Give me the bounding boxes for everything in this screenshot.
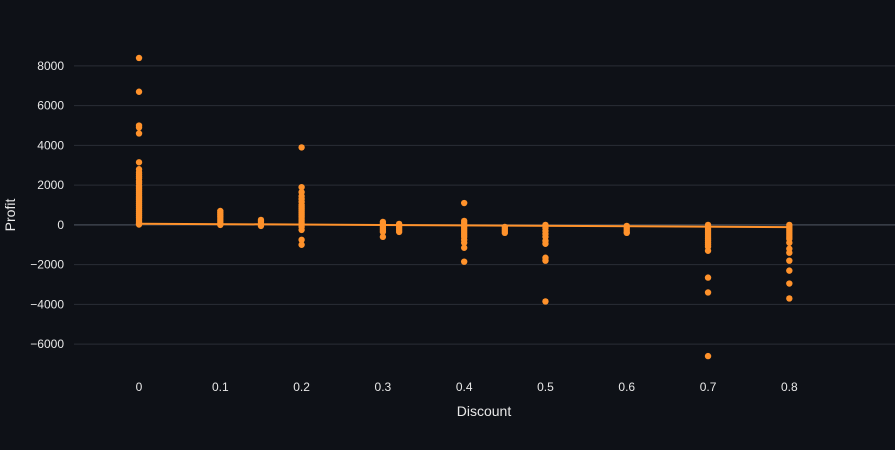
x-axis-title: Discount xyxy=(457,403,512,419)
x-tick-label: 0 xyxy=(136,380,143,394)
y-tick-label: 0 xyxy=(57,218,64,232)
data-point[interactable] xyxy=(542,257,549,264)
data-point[interactable] xyxy=(460,199,468,207)
data-point[interactable] xyxy=(135,88,143,95)
data-point[interactable] xyxy=(786,295,793,302)
data-point[interactable] xyxy=(786,280,793,287)
data-point[interactable] xyxy=(298,241,305,248)
data-point[interactable] xyxy=(217,221,224,229)
x-tick-label: 0.6 xyxy=(618,380,635,394)
x-tick-layer: 0 0.1 0.2 0.3 0.4 0.5 0.6 0.7 0.8 xyxy=(136,380,798,394)
y-tick-label: 2000 xyxy=(37,178,64,192)
data-point[interactable] xyxy=(298,144,305,151)
y-tick-layer: −6000 −4000 −2000 0 2000 4000 6000 8000 xyxy=(30,59,64,351)
data-point[interactable] xyxy=(704,352,712,360)
data-point[interactable] xyxy=(786,239,793,246)
y-tick-label: −4000 xyxy=(30,297,64,311)
data-point[interactable] xyxy=(460,258,468,265)
x-tick-label: 0.3 xyxy=(375,380,392,394)
x-tick-label: 0.5 xyxy=(537,380,554,394)
data-point[interactable] xyxy=(257,222,265,230)
y-axis-title: Profit xyxy=(2,199,18,232)
x-tick-label: 0.2 xyxy=(293,380,310,394)
data-point[interactable] xyxy=(786,249,793,256)
y-tick-label: 6000 xyxy=(37,99,64,113)
data-point[interactable] xyxy=(298,236,305,244)
x-tick-label: 0.4 xyxy=(456,380,473,394)
data-point[interactable] xyxy=(786,267,793,274)
data-point[interactable] xyxy=(704,274,712,281)
data-point[interactable] xyxy=(786,257,793,264)
data-point[interactable] xyxy=(298,226,305,234)
y-tick-label: 4000 xyxy=(37,138,64,152)
data-point[interactable] xyxy=(395,228,403,236)
y-tick-label: 8000 xyxy=(37,59,64,73)
data-point[interactable] xyxy=(135,54,143,62)
y-tick-label: −6000 xyxy=(30,337,64,351)
x-tick-label: 0.8 xyxy=(781,380,798,394)
data-point[interactable] xyxy=(542,240,549,247)
data-point[interactable] xyxy=(704,247,712,254)
grid-layer xyxy=(74,65,895,345)
data-point[interactable] xyxy=(542,298,549,305)
data-point[interactable] xyxy=(298,183,305,191)
data-point[interactable] xyxy=(135,221,143,228)
points-layer xyxy=(135,54,793,360)
data-point[interactable] xyxy=(379,228,387,236)
y-tick-label: −2000 xyxy=(30,258,64,272)
data-point[interactable] xyxy=(704,289,712,296)
data-point[interactable] xyxy=(623,229,630,237)
x-tick-label: 0.7 xyxy=(700,380,717,394)
data-point[interactable] xyxy=(501,229,509,237)
x-tick-label: 0.1 xyxy=(212,380,229,394)
data-point[interactable] xyxy=(379,233,387,241)
data-point[interactable] xyxy=(460,239,468,246)
data-point[interactable] xyxy=(135,159,143,166)
data-point[interactable] xyxy=(135,124,143,131)
data-point[interactable] xyxy=(460,244,468,251)
data-point[interactable] xyxy=(135,130,143,137)
